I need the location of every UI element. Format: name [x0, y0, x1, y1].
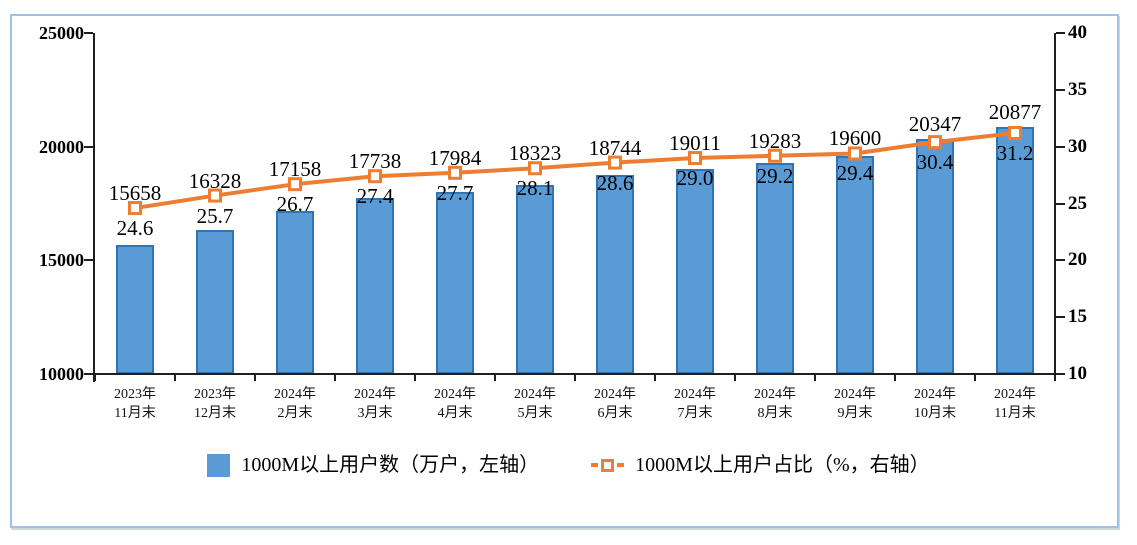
y-axis-right-tick-label: 40 [1068, 22, 1087, 43]
x-axis-category-line: 2024年 [594, 387, 636, 402]
bar [676, 169, 714, 374]
x-axis-category-label: 2024年 4月末 [410, 385, 500, 423]
line-value-label: 24.6 [116, 216, 154, 241]
legend-item-bar-series: 1000M以上用户数（万户，左轴） [207, 452, 539, 478]
x-axis-category-line: 4月末 [437, 406, 473, 421]
x-axis-category-line: 11月末 [994, 406, 1036, 421]
x-axis-tick [814, 373, 816, 381]
x-axis-category-line: 2024年 [674, 387, 716, 402]
x-axis-category-label: 2023年 12月末 [170, 385, 260, 423]
x-axis-category-label: 2024年 9月末 [810, 385, 900, 423]
line-value-label: 31.2 [996, 141, 1034, 166]
bar [436, 192, 474, 374]
x-axis-tick [174, 373, 176, 381]
x-axis-category-label: 2024年 2月末 [250, 385, 340, 423]
line-square-marker-icon [601, 458, 615, 472]
x-axis-category-line: 2月末 [277, 406, 313, 421]
x-axis-tick [894, 373, 896, 381]
legend-item-line-series: 1000M以上用户占比（%，右轴） [591, 452, 930, 478]
bar-series-swatch-icon [207, 453, 231, 477]
legend-line-series-label: 1000M以上用户占比（%，右轴） [635, 454, 930, 476]
x-axis-tick [94, 373, 96, 381]
y-axis-right-tick [1056, 88, 1065, 91]
y-axis-right-tick [1056, 145, 1065, 148]
x-axis-tick [494, 373, 496, 381]
bar [516, 184, 554, 374]
y-axis-left-tick-label: 25000 [39, 23, 84, 43]
x-axis-tick [654, 373, 656, 381]
x-axis-category-line: 2024年 [354, 387, 396, 402]
y-axis-left-tick [84, 145, 93, 148]
x-axis-tick [974, 373, 976, 381]
x-axis-category-line: 2023年 [194, 387, 236, 402]
x-axis-category-line: 2024年 [914, 387, 956, 402]
x-axis-category-label: 2024年 7月末 [650, 385, 740, 423]
y-axis-left-tick [84, 32, 93, 34]
x-axis-category-label: 2024年 5月末 [490, 385, 580, 423]
x-axis-category-line: 5月末 [517, 406, 553, 421]
y-axis-right-tick [1056, 316, 1065, 319]
legend: 1000M以上用户数（万户，左轴） 1000M以上用户占比（%，右轴） [0, 452, 1137, 478]
y-axis-right-tick-label: 15 [1068, 306, 1087, 328]
x-axis-category-line: 6月末 [597, 406, 633, 421]
x-axis-category-line: 2024年 [434, 387, 476, 402]
y-axis-right-tick-label: 20 [1068, 249, 1087, 271]
x-axis-tick [574, 373, 576, 381]
y-axis-left-tick [84, 373, 93, 375]
y-axis-right-tick [1056, 32, 1065, 34]
x-axis-tick [334, 373, 336, 381]
x-axis-category-line: 10月末 [914, 406, 956, 421]
x-axis-category-line: 7月末 [677, 406, 713, 421]
x-axis-category-line: 2024年 [274, 387, 316, 402]
y-axis-right-tick-label: 25 [1068, 192, 1087, 214]
y-axis-right-tick [1056, 373, 1065, 375]
y-axis-right-tick-label: 10 [1068, 363, 1087, 384]
x-axis-category-label: 2023年 11月末 [90, 385, 180, 423]
x-axis-category-line: 2024年 [994, 387, 1036, 402]
line-dash-icon [617, 463, 625, 467]
x-axis-category-line: 3月末 [357, 406, 393, 421]
bar [276, 211, 314, 374]
x-axis-category-line: 11月末 [114, 406, 156, 421]
line-dash-icon [591, 463, 599, 467]
x-axis-category-line: 2024年 [754, 387, 796, 402]
y-axis-left-tick-label: 20000 [39, 136, 84, 157]
x-axis-category-line: 8月末 [757, 406, 793, 421]
x-axis-tick [734, 373, 736, 381]
y-axis-left-tick-label: 10000 [39, 364, 84, 384]
bar-value-label: 20877 [988, 99, 1042, 124]
x-axis-category-label: 2024年 6月末 [570, 385, 660, 423]
x-axis-tick [254, 373, 256, 381]
y-axis-left-line [93, 33, 95, 382]
x-axis-category-label: 2024年 11月末 [970, 385, 1060, 423]
x-axis-category-line: 2023年 [114, 387, 156, 402]
y-axis-right-tick [1056, 259, 1065, 262]
x-axis-category-label: 2024年 3月末 [330, 385, 420, 423]
x-axis-category-label: 2024年 10月末 [890, 385, 980, 423]
x-axis-tick [1054, 373, 1056, 381]
y-axis-right-tick [1056, 202, 1065, 205]
bar [596, 175, 634, 374]
y-axis-right-tick-label: 35 [1068, 78, 1087, 100]
x-axis-category-label: 2024年 8月末 [730, 385, 820, 423]
x-axis-category-line: 9月末 [837, 406, 873, 421]
x-axis-category-line: 12月末 [194, 406, 236, 421]
y-axis-right-tick-label: 30 [1068, 135, 1087, 157]
bar [756, 162, 794, 374]
bar [116, 245, 154, 374]
y-axis-left-tick-label: 15000 [39, 250, 84, 271]
x-axis-category-line: 2024年 [834, 387, 876, 402]
x-axis-tick [414, 373, 416, 381]
bar [836, 155, 874, 374]
y-axis-left-tick [84, 259, 93, 262]
line-series-marker-icon [591, 458, 625, 472]
x-axis-category-line: 2024年 [514, 387, 556, 402]
bar [196, 230, 234, 374]
bar [356, 198, 394, 374]
y-axis-right-line [1054, 33, 1056, 376]
legend-bar-series-label: 1000M以上用户数（万户，左轴） [241, 454, 540, 476]
